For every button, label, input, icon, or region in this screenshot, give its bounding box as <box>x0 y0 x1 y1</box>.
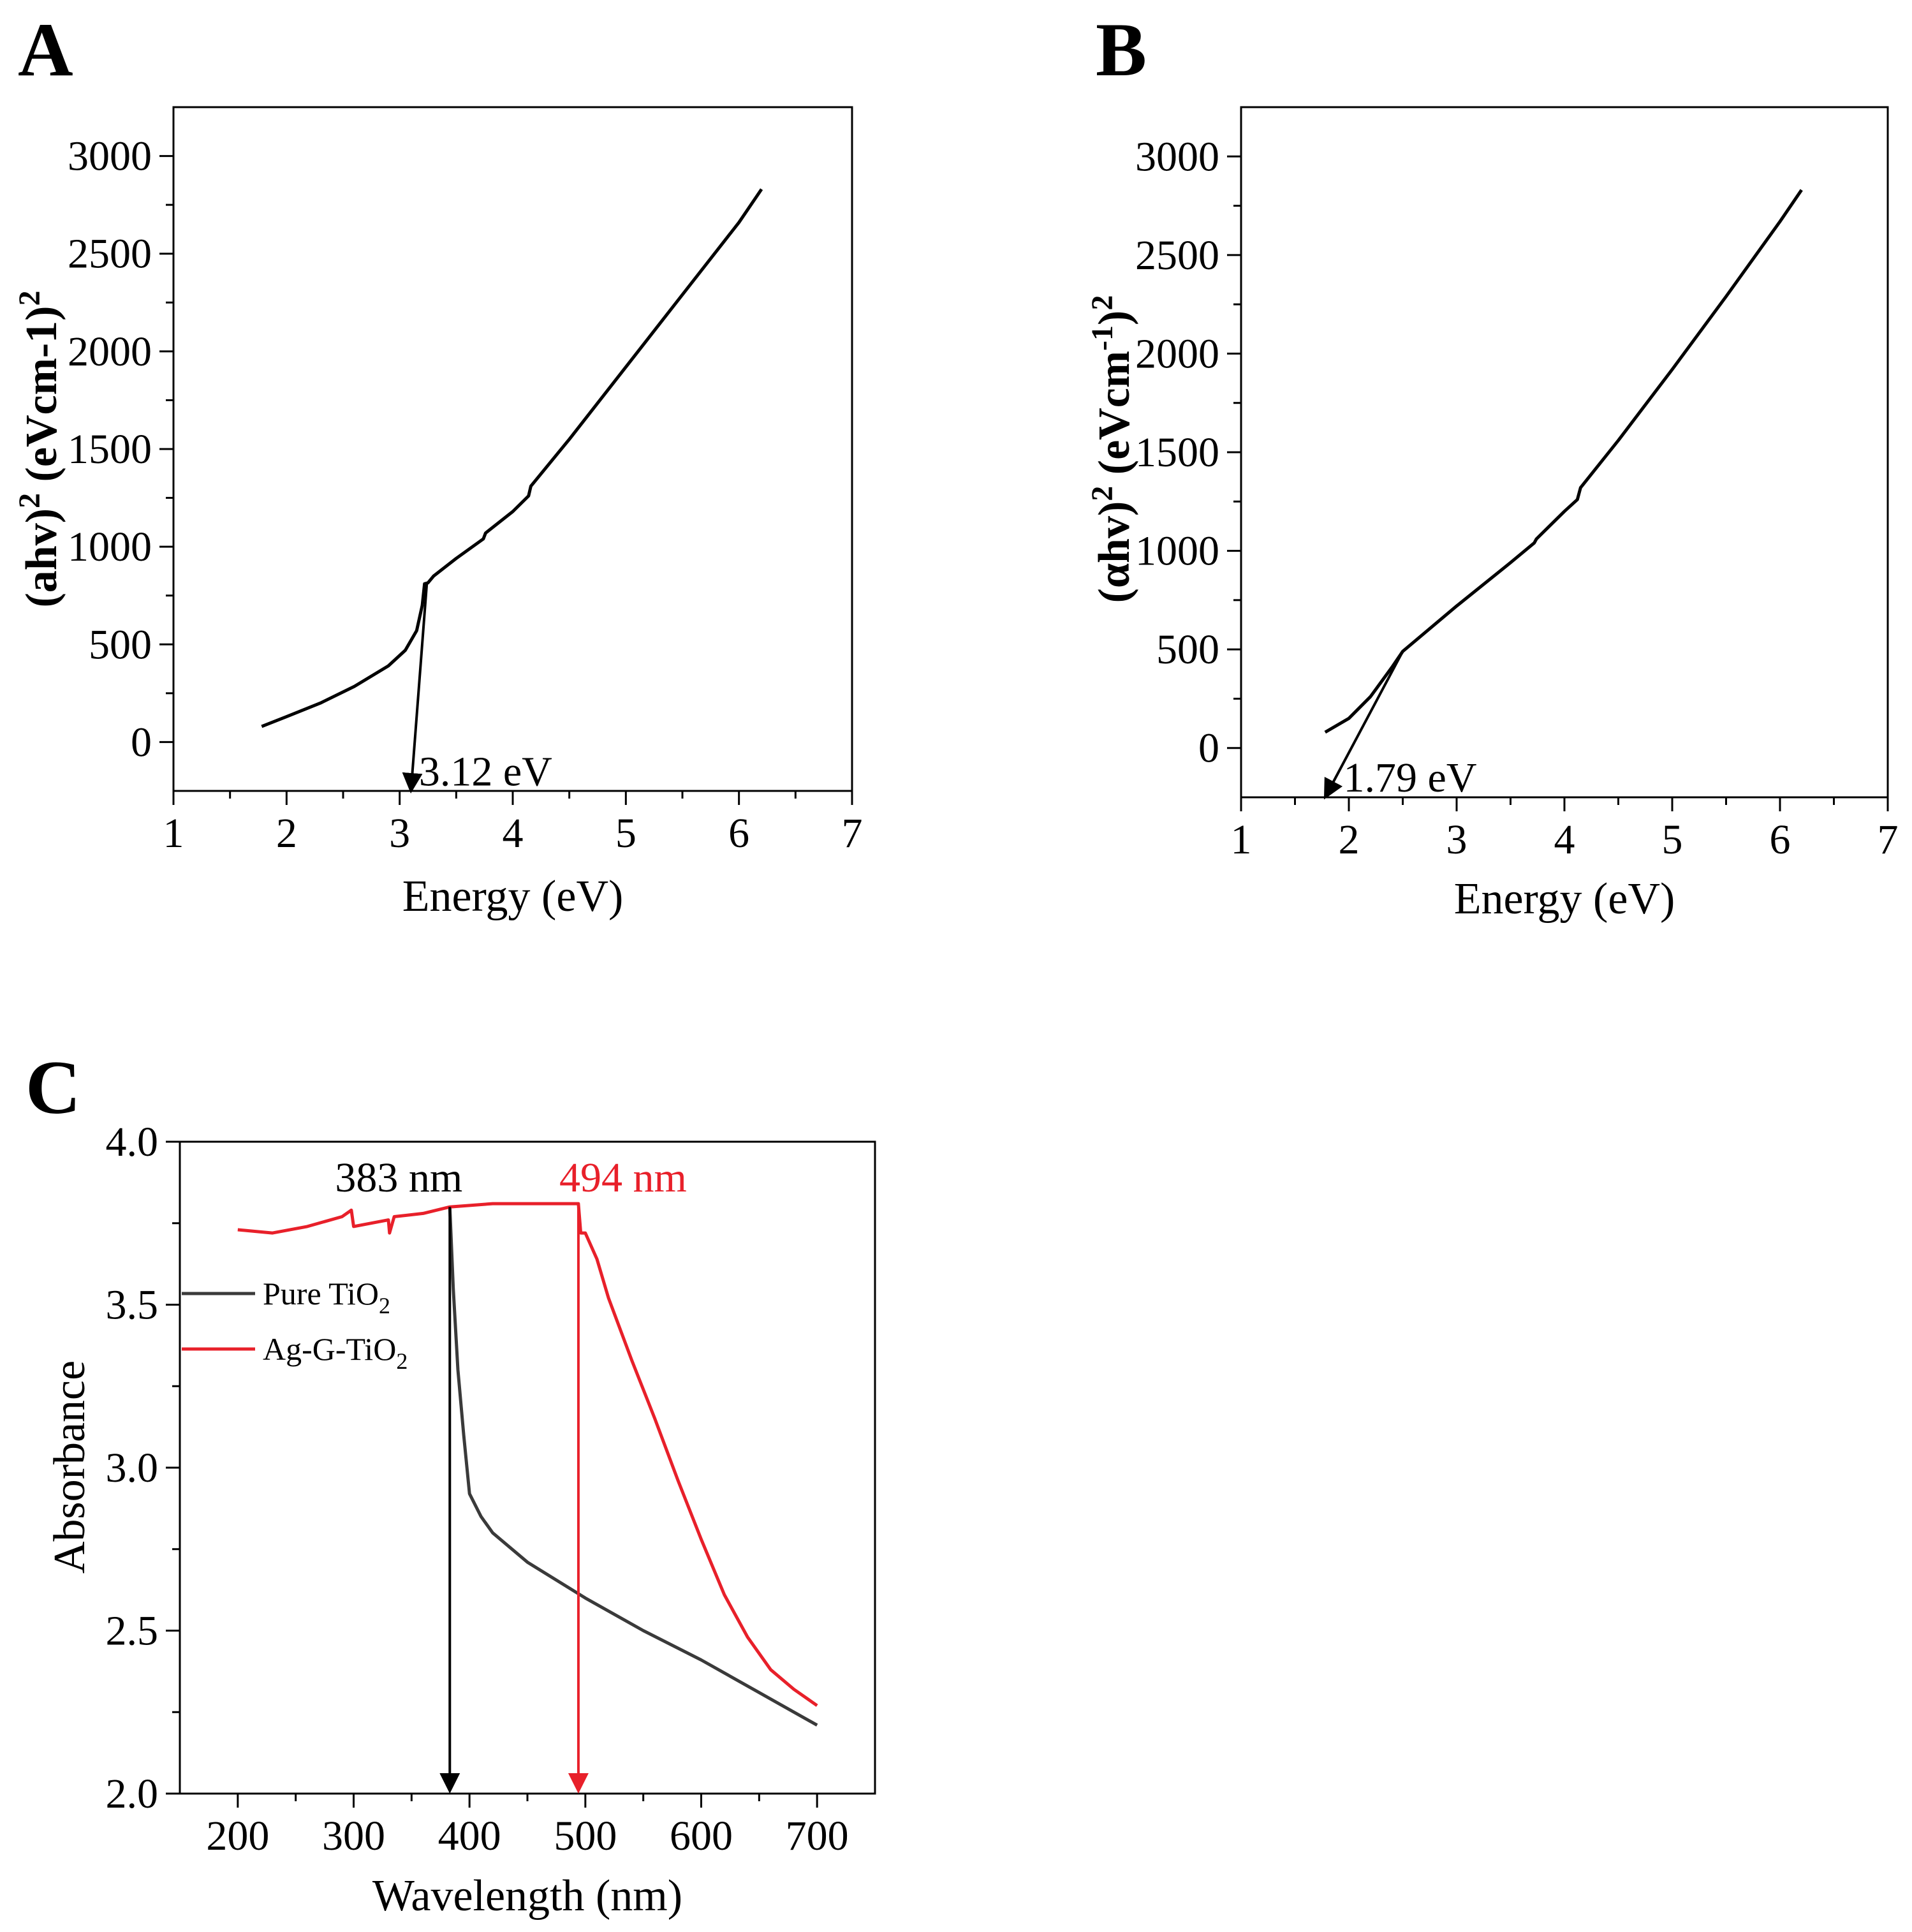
y-tick-label: 2500 <box>1135 232 1219 279</box>
x-tick-label: 6 <box>728 810 749 857</box>
series-line-ag-g-tio2 <box>237 1202 818 1707</box>
axis-ticks-a: 1 2 3 4 5 6 7 0 500 1000 1500 2000 2500 3000 <box>68 133 863 857</box>
y-tick-label: 2000 <box>68 328 152 375</box>
band-gap-label-b: 1.79 eV <box>1344 755 1477 801</box>
legend-label-pure-tio2: Pure TiO2 <box>263 1276 390 1318</box>
x-tick-label: 3 <box>1446 816 1467 863</box>
y-axis-title-c: Absorbance <box>45 1361 94 1574</box>
y-tick-label: 0 <box>131 719 152 765</box>
x-tick-label: 400 <box>438 1813 501 1859</box>
chart-panel-c: 200 300 400 500 600 700 2.0 2.5 3.0 3.5 4.0 Wavele… <box>45 1119 876 1921</box>
peak-label-383: 383 nm <box>335 1154 462 1201</box>
y-tick-label: 3000 <box>1135 133 1219 180</box>
panel-letter-c: C <box>26 1045 81 1130</box>
y-tick-label: 2.5 <box>106 1608 159 1655</box>
y-tick-label: 4.0 <box>106 1119 159 1165</box>
data-lines-b <box>1323 189 1803 800</box>
tangent-arrow <box>1323 651 1404 800</box>
x-tick-label: 2 <box>276 810 297 857</box>
x-axis-title-b: Energy (eV) <box>1454 874 1675 924</box>
y-tick-label: 500 <box>1156 626 1219 673</box>
peak-label-494: 494 nm <box>559 1154 687 1201</box>
y-tick-label: 1500 <box>1135 429 1219 476</box>
x-axis-title-c: Wavelength (nm) <box>372 1871 682 1921</box>
series-line-pure-tio2 <box>448 1207 818 1727</box>
y-axis-title-b: (αhv)2 (eVcm-1)2 <box>1085 295 1139 603</box>
y-tick-label: 2.0 <box>106 1771 159 1817</box>
legend: Pure TiO2 Ag-G-TiO2 <box>182 1276 408 1374</box>
y-tick-label: 2500 <box>68 231 152 277</box>
y-tick-label: 3000 <box>68 133 152 180</box>
legend-label-ag-g-tio2: Ag-G-TiO2 <box>263 1331 408 1374</box>
x-tick-label: 200 <box>206 1813 269 1859</box>
x-tick-label: 600 <box>670 1813 733 1859</box>
chart-panel-a: 1 2 3 4 5 6 7 0 500 1000 1500 2000 2500 3000 Energy (… <box>13 106 863 921</box>
x-tick-label: 300 <box>322 1813 385 1859</box>
plot-frame-c <box>179 1140 876 1795</box>
x-tick-label: 4 <box>1554 816 1575 863</box>
band-gap-label-a: 3.12 eV <box>419 748 552 795</box>
data-lines-c <box>237 1202 818 1794</box>
x-tick-label: 4 <box>503 810 524 857</box>
y-axis-title-a: (ahv)2 (eVcm-1)2 <box>13 291 66 608</box>
x-tick-label: 1 <box>163 810 184 857</box>
plot-frame-a <box>172 106 853 792</box>
x-tick-label: 7 <box>842 810 863 857</box>
panel-letter-a: A <box>18 7 73 92</box>
panel-letter-b: B <box>1096 7 1147 92</box>
series-line-curve <box>1324 189 1803 734</box>
x-tick-label: 6 <box>1770 816 1791 863</box>
y-tick-label: 3.0 <box>106 1445 159 1491</box>
y-tick-label: 0 <box>1198 725 1219 772</box>
chart-panel-b: 1 2 3 4 5 6 7 0 500 1000 1500 2000 2500 3000 Energy (… <box>1085 106 1899 924</box>
x-axis-title-a: Energy (eV) <box>402 872 624 921</box>
x-tick-label: 700 <box>786 1813 849 1859</box>
y-tick-label: 500 <box>89 621 152 668</box>
y-tick-label: 3.5 <box>106 1282 159 1329</box>
x-tick-label: 500 <box>554 1813 617 1859</box>
plot-frame-b <box>1240 106 1889 799</box>
tangent-arrow <box>402 584 429 793</box>
series-line-curve <box>261 188 763 728</box>
x-tick-label: 5 <box>615 810 636 857</box>
x-tick-label: 3 <box>389 810 410 857</box>
y-tick-label: 1500 <box>68 426 152 473</box>
data-lines-a <box>261 188 763 793</box>
y-tick-label: 1000 <box>68 524 152 570</box>
x-tick-label: 7 <box>1878 816 1899 863</box>
x-tick-label: 2 <box>1339 816 1360 863</box>
axis-ticks-c: 200 300 400 500 600 700 2.0 2.5 3.0 3.5 4.0 <box>106 1119 849 1859</box>
x-tick-label: 5 <box>1662 816 1683 863</box>
x-tick-label: 1 <box>1231 816 1252 863</box>
y-tick-label: 1000 <box>1135 528 1219 575</box>
y-tick-label: 2000 <box>1135 330 1219 377</box>
axis-ticks-b: 1 2 3 4 5 6 7 0 500 1000 1500 2000 2500 3000 <box>1135 133 1899 863</box>
